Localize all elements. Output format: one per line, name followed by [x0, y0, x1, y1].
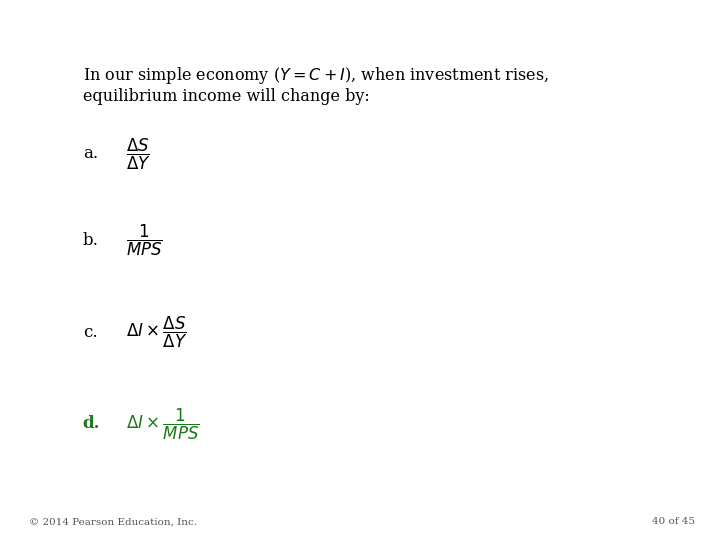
Text: c.: c. — [83, 323, 97, 341]
Text: © 2014 Pearson Education, Inc.: © 2014 Pearson Education, Inc. — [29, 517, 197, 526]
Text: a.: a. — [83, 145, 98, 163]
Text: $\Delta I \times \dfrac{1}{MPS}$: $\Delta I \times \dfrac{1}{MPS}$ — [126, 406, 199, 442]
Text: 40 of 45: 40 of 45 — [652, 517, 695, 526]
Text: $\Delta I \times \dfrac{\Delta S}{\Delta Y}$: $\Delta I \times \dfrac{\Delta S}{\Delta… — [126, 314, 187, 350]
Text: $\dfrac{\Delta S}{\Delta Y}$: $\dfrac{\Delta S}{\Delta Y}$ — [126, 136, 150, 172]
Text: d.: d. — [83, 415, 100, 433]
Text: b.: b. — [83, 232, 99, 249]
Text: In our simple economy ($Y = C + I$), when investment rises,
equilibrium income w: In our simple economy ($Y = C + I$), whe… — [83, 65, 549, 105]
Text: $\dfrac{1}{MPS}$: $\dfrac{1}{MPS}$ — [126, 222, 163, 258]
